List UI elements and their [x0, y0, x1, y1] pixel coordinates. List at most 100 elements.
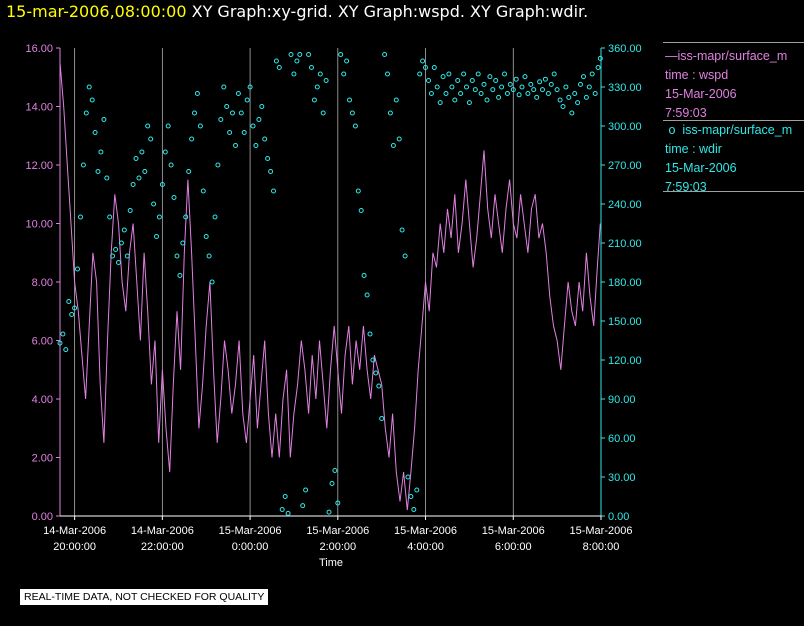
x-tick-date: 14-Mar-2006	[43, 525, 106, 537]
wdir-point	[197, 123, 203, 129]
title-graph-list: XY Graph:xy-grid. XY Graph:wspd. XY Grap…	[191, 2, 589, 21]
chart: 0.00 2.00 4.00 6.00 8.00 10.00 12.00 14.00 16.00…	[25, 43, 642, 569]
wdir-point	[159, 182, 165, 187]
legend-entry-wspd: —iss-mapr/surface_m time : wspd 15-Mar-2…	[665, 47, 787, 123]
wdir-point	[502, 71, 507, 77]
wdir-point	[510, 87, 516, 93]
wdir-point	[253, 143, 259, 148]
wdir-point	[387, 110, 393, 116]
wdir-point	[385, 71, 390, 77]
y-right-tick-label: 0.00	[608, 511, 629, 523]
wdir-point	[241, 130, 247, 135]
wdir-point	[411, 507, 417, 512]
wdir-point	[373, 370, 379, 376]
wdir-point	[314, 84, 320, 90]
wdir-point	[481, 81, 487, 87]
title-bar: 15-mar-2006,08:00:00 XY Graph:xy-grid. X…	[6, 0, 588, 24]
wdir-point	[522, 74, 528, 80]
y-right-tick-label: 150.00	[608, 316, 642, 328]
wdir-point	[306, 52, 312, 57]
wdir-point	[352, 123, 358, 129]
wdir-point	[212, 214, 218, 220]
wdir-point	[206, 253, 212, 259]
wdir-point	[227, 130, 233, 135]
wdir-point	[297, 52, 303, 57]
y-right-tick-label: 300.00	[608, 121, 642, 133]
wdir-point	[209, 279, 215, 285]
wdir-point	[139, 149, 145, 155]
wdir-point	[449, 84, 455, 90]
wdir-point	[592, 91, 598, 96]
legend-divider	[663, 120, 804, 121]
wdir-point	[303, 487, 309, 493]
wdir-point	[309, 65, 314, 70]
wdir-point	[156, 214, 162, 220]
wdir-point	[586, 84, 592, 90]
wdir-point	[464, 84, 469, 90]
wdir-point	[434, 84, 440, 90]
wdir-point	[127, 208, 133, 213]
wdir-point	[382, 52, 388, 57]
wdir-point	[130, 182, 136, 187]
wdir-point	[92, 130, 98, 135]
y-left-tick-label: 16.00	[25, 43, 53, 55]
wdir-point	[597, 55, 603, 61]
wdir-point	[440, 74, 446, 80]
wdir-point	[423, 65, 428, 70]
wdir-point	[194, 91, 200, 96]
legend-divider	[663, 42, 804, 43]
wdir-point	[218, 117, 224, 122]
legend-source: iss-mapr/surface_m	[677, 49, 788, 63]
wdir-point	[57, 340, 63, 346]
wdir-point	[323, 78, 329, 83]
wdir-point	[525, 91, 531, 96]
x-axis-ticks: 14-Mar-2006 20:00:00 14-Mar-2006 22:00:00 15…	[43, 516, 632, 553]
grid-lines	[74, 48, 602, 516]
wdir-point	[180, 240, 186, 246]
wdir-point	[235, 91, 241, 96]
wdir-point	[408, 494, 414, 499]
wdir-point	[513, 76, 519, 82]
wdir-point	[113, 247, 119, 252]
x-tick-time: 20:00:00	[53, 541, 96, 553]
wdir-point	[490, 87, 496, 93]
wdir-point	[542, 76, 548, 82]
wdir-point	[355, 188, 361, 194]
wdir-point	[224, 104, 230, 109]
wdir-point	[458, 91, 464, 96]
wdir-point	[89, 97, 95, 103]
wdir-point	[95, 169, 101, 174]
wdir-point	[329, 481, 335, 486]
legend-time: 7:59:03	[665, 180, 707, 192]
y-left-tick-label: 0.00	[32, 511, 53, 523]
wdir-point	[452, 97, 458, 103]
y-left-tick-label: 12.00	[25, 160, 53, 172]
wdir-point	[338, 52, 344, 57]
wdir-point	[133, 156, 139, 161]
wdir-point	[469, 78, 475, 83]
wdir-point	[107, 214, 113, 220]
wdir-point	[455, 78, 461, 83]
wdir-point	[370, 357, 376, 363]
wdir-point	[461, 71, 467, 77]
wdir-point	[101, 117, 107, 122]
wdir-point	[516, 92, 522, 98]
wdir-point	[80, 162, 86, 168]
wdir-point	[414, 487, 420, 493]
y-right-tick-label: 240.00	[608, 199, 642, 211]
wdir-point	[60, 331, 66, 337]
wdir-point	[326, 509, 332, 515]
y-left-tick-label: 4.00	[32, 394, 53, 406]
wdir-point	[72, 305, 78, 311]
wdir-point	[121, 227, 127, 233]
wdir-point	[177, 273, 183, 278]
wdir-point	[335, 500, 341, 506]
y-right-tick-label: 30.00	[608, 472, 636, 484]
wdir-point	[358, 208, 364, 213]
y-left-tick-label: 14.00	[25, 102, 53, 114]
wdir-point	[566, 94, 572, 100]
x-tick-date: 14-Mar-2006	[131, 525, 194, 537]
wdir-point	[563, 84, 569, 90]
wdir-point	[595, 65, 601, 70]
wdir-point	[405, 474, 411, 480]
